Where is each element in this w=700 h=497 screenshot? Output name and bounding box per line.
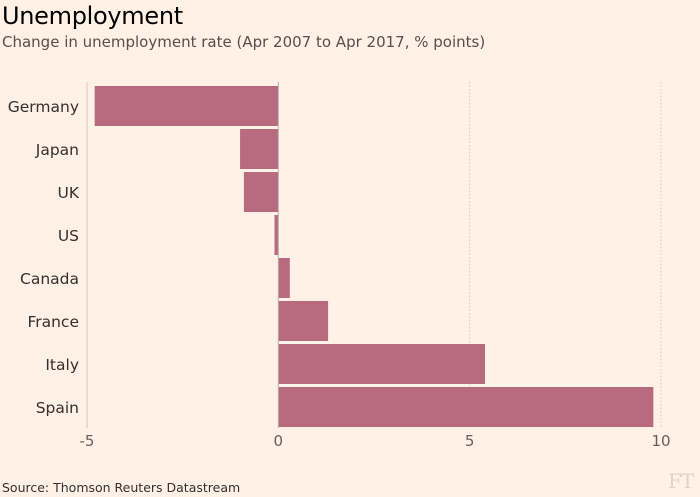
- x-tick-label: -5: [80, 432, 95, 450]
- x-tick-label: 10: [651, 432, 670, 450]
- category-label: France: [27, 313, 79, 331]
- category-label: Canada: [20, 270, 79, 288]
- source-note: Source: Thomson Reuters Datastream: [2, 480, 241, 495]
- category-label: UK: [57, 184, 79, 202]
- category-label: Spain: [36, 399, 79, 417]
- chart-subtitle: Change in unemployment rate (Apr 2007 to…: [2, 33, 486, 51]
- bar-chart: -5 0 5 10 Germany Japan UK US Canada France Italy S…: [8, 82, 671, 450]
- x-tick-label: 5: [465, 432, 475, 450]
- category-label: Italy: [45, 356, 79, 374]
- category-label: US: [58, 227, 79, 245]
- labels-layer: -5 0 5 10 Germany Japan UK US Canada France Italy S…: [8, 98, 671, 450]
- bar-us: [274, 215, 279, 255]
- category-label: Germany: [8, 98, 79, 116]
- grid-layer: [469, 82, 662, 428]
- category-label: Japan: [35, 141, 79, 159]
- bar-uk: [243, 172, 279, 212]
- bars-layer: [94, 86, 654, 427]
- bar-france: [278, 301, 329, 341]
- bar-canada: [278, 258, 290, 298]
- bar-japan: [240, 129, 279, 169]
- ft-logo: FT: [668, 469, 694, 493]
- axis-layer: [86, 82, 279, 428]
- bar-germany: [94, 86, 279, 126]
- chart-title: Unemployment: [2, 2, 183, 30]
- bar-spain: [278, 387, 654, 427]
- x-tick-label: 0: [274, 432, 284, 450]
- bar-italy: [278, 344, 485, 384]
